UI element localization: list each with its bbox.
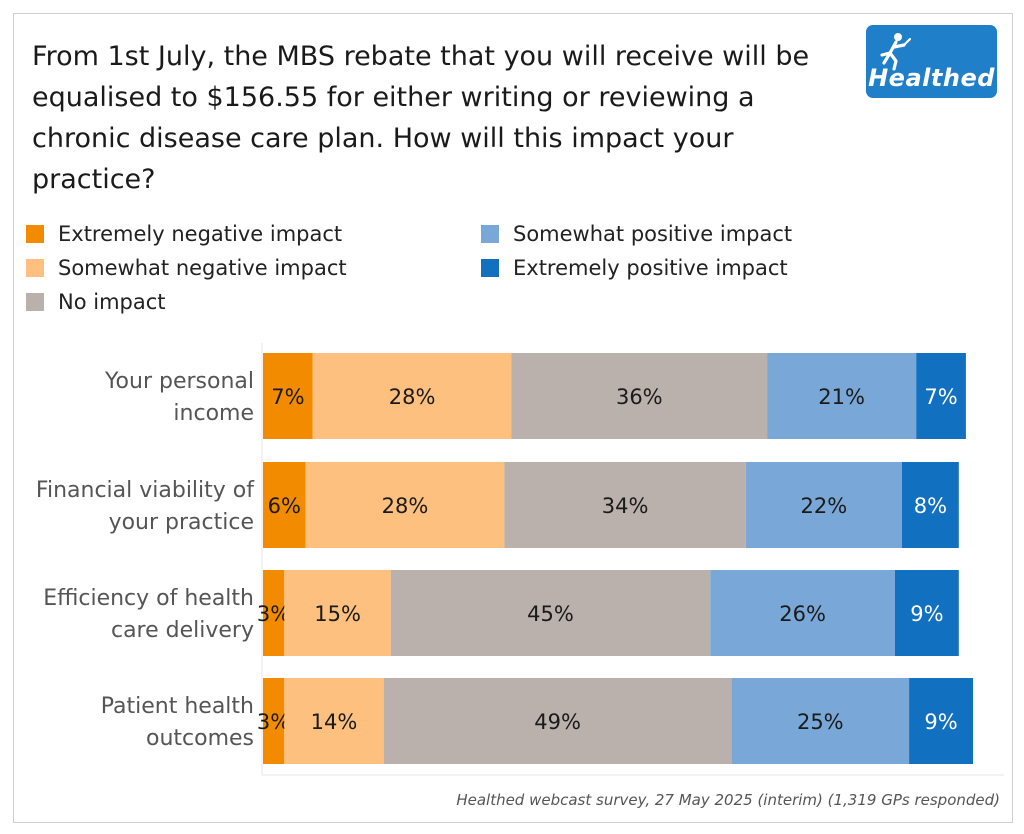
data-label: 21% [818, 385, 865, 409]
data-label: 36% [616, 385, 663, 409]
data-label: 6% [268, 494, 301, 518]
data-label: 28% [382, 494, 429, 518]
source-note: Healthed webcast survey, 27 May 2025 (in… [456, 791, 1000, 809]
legend-item: No impact [26, 290, 166, 314]
legend-item: Extremely negative impact [26, 222, 342, 246]
legend-item: Extremely positive impact [481, 256, 788, 280]
bar-segment [263, 678, 285, 764]
bar-segment [284, 570, 391, 656]
legend-swatch [481, 225, 499, 243]
data-label: 22% [801, 494, 848, 518]
bar-segment [263, 353, 313, 439]
bar-segment [745, 462, 902, 548]
logo-text: Healthed [868, 64, 995, 92]
legend-swatch [26, 225, 44, 243]
data-label: 45% [527, 602, 574, 626]
legend-label: Somewhat negative impact [58, 256, 347, 280]
data-label: 7% [924, 385, 957, 409]
legend-label: No impact [58, 290, 166, 314]
data-label: 26% [779, 602, 826, 626]
legend-swatch [26, 293, 44, 311]
bar-segment [284, 678, 384, 764]
legend-item: Somewhat positive impact [481, 222, 792, 246]
bar-segment [710, 570, 895, 656]
data-label: 49% [534, 710, 581, 734]
legend-label: Extremely positive impact [513, 256, 788, 280]
bar-segment [731, 678, 910, 764]
category-label: your practice [109, 510, 254, 535]
healthed-logo: Healthed [866, 25, 997, 98]
bar-segment [263, 462, 306, 548]
bar-segment [312, 353, 512, 439]
category-label: outcomes [146, 726, 254, 751]
category-label: income [173, 401, 254, 426]
bar-segment [902, 462, 959, 548]
bar-segment [909, 678, 973, 764]
category-label: Your personal [104, 369, 254, 394]
data-label: 14% [311, 710, 358, 734]
data-label: 8% [914, 494, 947, 518]
data-label: 9% [924, 710, 957, 734]
category-label: Financial viability of [36, 478, 255, 503]
bar-segment [894, 570, 959, 656]
category-label: Efficiency of health [43, 586, 254, 611]
bar-segment [263, 570, 285, 656]
legend-item: Somewhat negative impact [26, 256, 347, 280]
chart-title: From 1st July, the MBS rebate that you w… [32, 41, 810, 195]
bar-segment [383, 678, 732, 764]
data-label: 15% [314, 602, 361, 626]
data-label: 7% [271, 385, 304, 409]
running-figure-icon [880, 33, 912, 71]
bar-segment [916, 353, 966, 439]
category-label: care delivery [111, 618, 254, 643]
legend-label: Extremely negative impact [58, 222, 343, 246]
legend-swatch [26, 259, 44, 277]
data-label: 34% [602, 494, 649, 518]
bar-segment [305, 462, 505, 548]
bar-segment [767, 353, 917, 439]
bar-segment [511, 353, 768, 439]
data-label: 25% [797, 710, 844, 734]
data-label: 9% [910, 602, 943, 626]
category-label: Patient health [101, 694, 254, 719]
bar-segment [390, 570, 711, 656]
data-label: 28% [389, 385, 436, 409]
legend-swatch [481, 259, 499, 277]
legend-label: Somewhat positive impact [513, 222, 793, 246]
bar-segment [504, 462, 746, 548]
